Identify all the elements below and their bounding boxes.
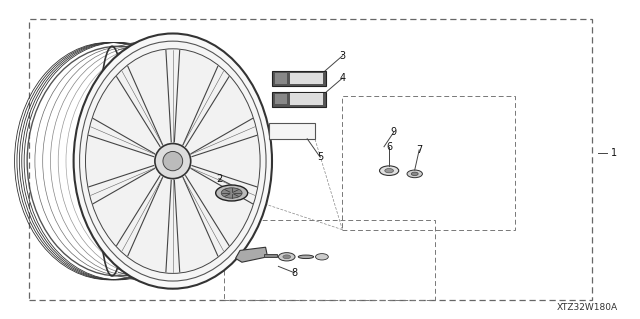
Text: XTZ32W180A: XTZ32W180A	[556, 303, 618, 312]
Circle shape	[221, 188, 242, 198]
Circle shape	[412, 172, 418, 175]
Circle shape	[380, 166, 399, 175]
FancyBboxPatch shape	[272, 92, 326, 107]
Polygon shape	[236, 247, 268, 262]
FancyBboxPatch shape	[272, 71, 326, 86]
Text: 9: 9	[390, 127, 397, 137]
FancyBboxPatch shape	[290, 93, 323, 105]
FancyBboxPatch shape	[275, 94, 287, 104]
FancyBboxPatch shape	[290, 73, 323, 84]
Circle shape	[283, 255, 291, 259]
FancyBboxPatch shape	[264, 254, 277, 257]
Circle shape	[385, 168, 394, 173]
Circle shape	[407, 170, 422, 178]
Text: 4: 4	[339, 73, 346, 83]
Text: 6: 6	[386, 142, 392, 152]
Text: 2: 2	[216, 174, 222, 184]
Text: 8: 8	[291, 268, 298, 278]
FancyBboxPatch shape	[275, 73, 287, 84]
Ellipse shape	[163, 152, 182, 171]
Circle shape	[278, 253, 295, 261]
Circle shape	[216, 185, 248, 201]
Ellipse shape	[298, 255, 314, 258]
FancyBboxPatch shape	[269, 123, 315, 139]
Ellipse shape	[155, 144, 191, 179]
Text: 5: 5	[317, 152, 323, 162]
Ellipse shape	[79, 41, 266, 281]
Ellipse shape	[86, 49, 260, 273]
Text: 7: 7	[416, 145, 422, 155]
Text: 1: 1	[611, 148, 618, 158]
Text: 3: 3	[339, 51, 346, 61]
Ellipse shape	[74, 33, 272, 289]
Circle shape	[316, 254, 328, 260]
